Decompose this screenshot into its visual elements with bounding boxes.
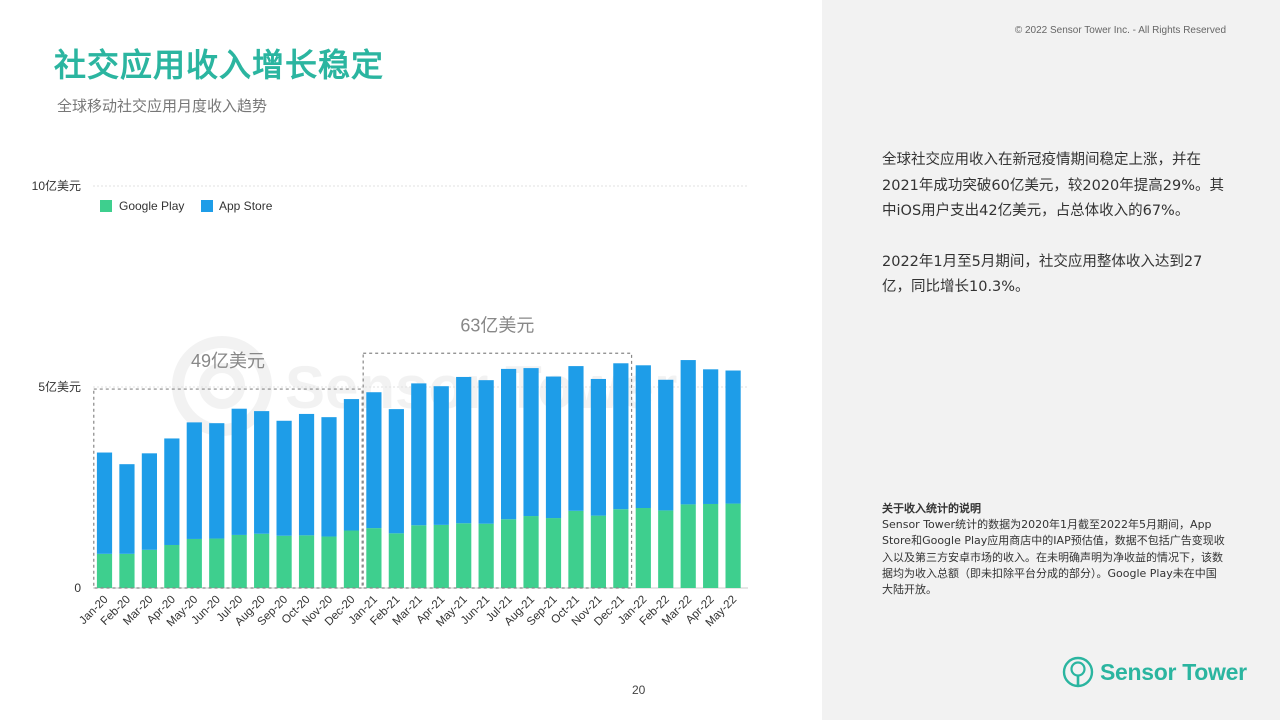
bar-app-store <box>96 452 113 554</box>
bar-google-play <box>590 515 606 588</box>
bar-app-store <box>545 376 562 519</box>
annotation-label: 63亿美元 <box>460 315 534 335</box>
bar-google-play <box>523 516 539 588</box>
bar-app-store <box>478 380 494 524</box>
annotation-box <box>362 352 633 589</box>
bar-app-store <box>276 420 292 536</box>
bar-app-store <box>186 422 202 539</box>
legend-label-app-store: App Store <box>219 199 273 213</box>
bar-google-play <box>411 525 427 588</box>
bar-google-play <box>366 528 382 588</box>
bar-app-store <box>321 417 337 537</box>
summary-paragraph-1: 全球社交应用收入在新冠疫情期间稳定上涨，并在2021年成功突破60亿美元，较20… <box>882 152 1224 219</box>
bar-app-store <box>523 368 539 517</box>
logo-text: Sensor Tower <box>1100 658 1247 685</box>
bar-google-play <box>501 519 517 588</box>
bar-app-store <box>141 453 157 550</box>
bar-app-store <box>254 411 270 534</box>
bar-app-store <box>658 379 674 511</box>
summary-paragraph-2: 2022年1月至5月期间，社交应用整体收入达到27亿，同比增长10.3%。 <box>882 253 1203 296</box>
bar-google-play <box>186 538 202 588</box>
bar-google-play <box>141 549 157 588</box>
bar-app-store <box>388 409 404 534</box>
bar-app-store <box>298 413 315 536</box>
y-tick-label: 5亿美元 <box>38 379 81 394</box>
legend-swatch-app-store <box>201 200 213 212</box>
bar-app-store <box>568 366 584 511</box>
bar-google-play <box>388 533 404 588</box>
bar-google-play <box>545 518 562 588</box>
bar-app-store <box>725 370 741 504</box>
bar-app-store <box>433 386 449 525</box>
bar-app-store <box>590 378 606 516</box>
bar-google-play <box>343 530 360 588</box>
bar-app-store <box>613 363 629 510</box>
bar-google-play <box>703 503 719 588</box>
bar-app-store <box>119 464 135 554</box>
bar-app-store <box>456 376 472 524</box>
methodology-note: 关于收入统计的说明 Sensor Tower统计的数据为2020年1月截至202… <box>882 501 1227 598</box>
bar-app-store <box>164 438 180 545</box>
bar-app-store <box>366 392 382 529</box>
note-body: Sensor Tower统计的数据为2020年1月截至2022年5月期间，App… <box>882 518 1225 597</box>
bar-app-store <box>635 365 651 509</box>
bar-google-play <box>164 544 180 588</box>
bar-google-play <box>298 535 315 588</box>
bar-google-play <box>209 538 225 588</box>
bar-app-store <box>343 399 360 531</box>
bar-google-play <box>680 504 696 588</box>
right-panel <box>822 0 1280 720</box>
legend-label-google-play: Google Play <box>119 199 184 213</box>
bar-google-play <box>635 508 651 588</box>
note-title: 关于收入统计的说明 <box>882 502 981 515</box>
bar-google-play <box>254 533 270 588</box>
sensor-tower-logo: Sensor Tower <box>1062 655 1247 689</box>
summary-text: 全球社交应用收入在新冠疫情期间稳定上涨，并在2021年成功突破60亿美元，较20… <box>882 148 1227 326</box>
bar-google-play <box>568 510 584 588</box>
bar-google-play <box>321 536 337 588</box>
bar-google-play <box>96 553 113 588</box>
bar-app-store <box>231 408 247 535</box>
bar-google-play <box>119 553 135 588</box>
legend-swatch-google-play <box>100 200 112 212</box>
copyright-notice: © 2022 Sensor Tower Inc. - All Rights Re… <box>1014 25 1226 36</box>
y-tick-label: 0 <box>74 581 81 595</box>
bar-app-store <box>703 369 719 504</box>
bar-app-store <box>680 360 696 505</box>
bar-google-play <box>456 523 472 588</box>
bar-google-play <box>613 509 629 588</box>
sensor-tower-logo-icon <box>1062 656 1094 688</box>
page-subtitle: 全球移动社交应用月度收入趋势 <box>57 97 268 115</box>
page-title: 社交应用收入增长稳定 <box>54 46 385 84</box>
bar-google-play <box>658 510 674 588</box>
bar-app-store <box>411 383 427 526</box>
annotation-box <box>93 388 363 589</box>
bar-google-play <box>478 523 494 588</box>
annotation-label: 49亿美元 <box>191 351 265 371</box>
bar-google-play <box>231 534 247 588</box>
y-tick-label: 10亿美元 <box>32 178 81 193</box>
bar-app-store <box>501 368 517 520</box>
bar-google-play <box>276 535 292 588</box>
page-number: 20 <box>632 683 646 697</box>
bar-google-play <box>433 524 449 588</box>
bar-app-store <box>209 423 225 539</box>
bar-google-play <box>725 503 741 588</box>
